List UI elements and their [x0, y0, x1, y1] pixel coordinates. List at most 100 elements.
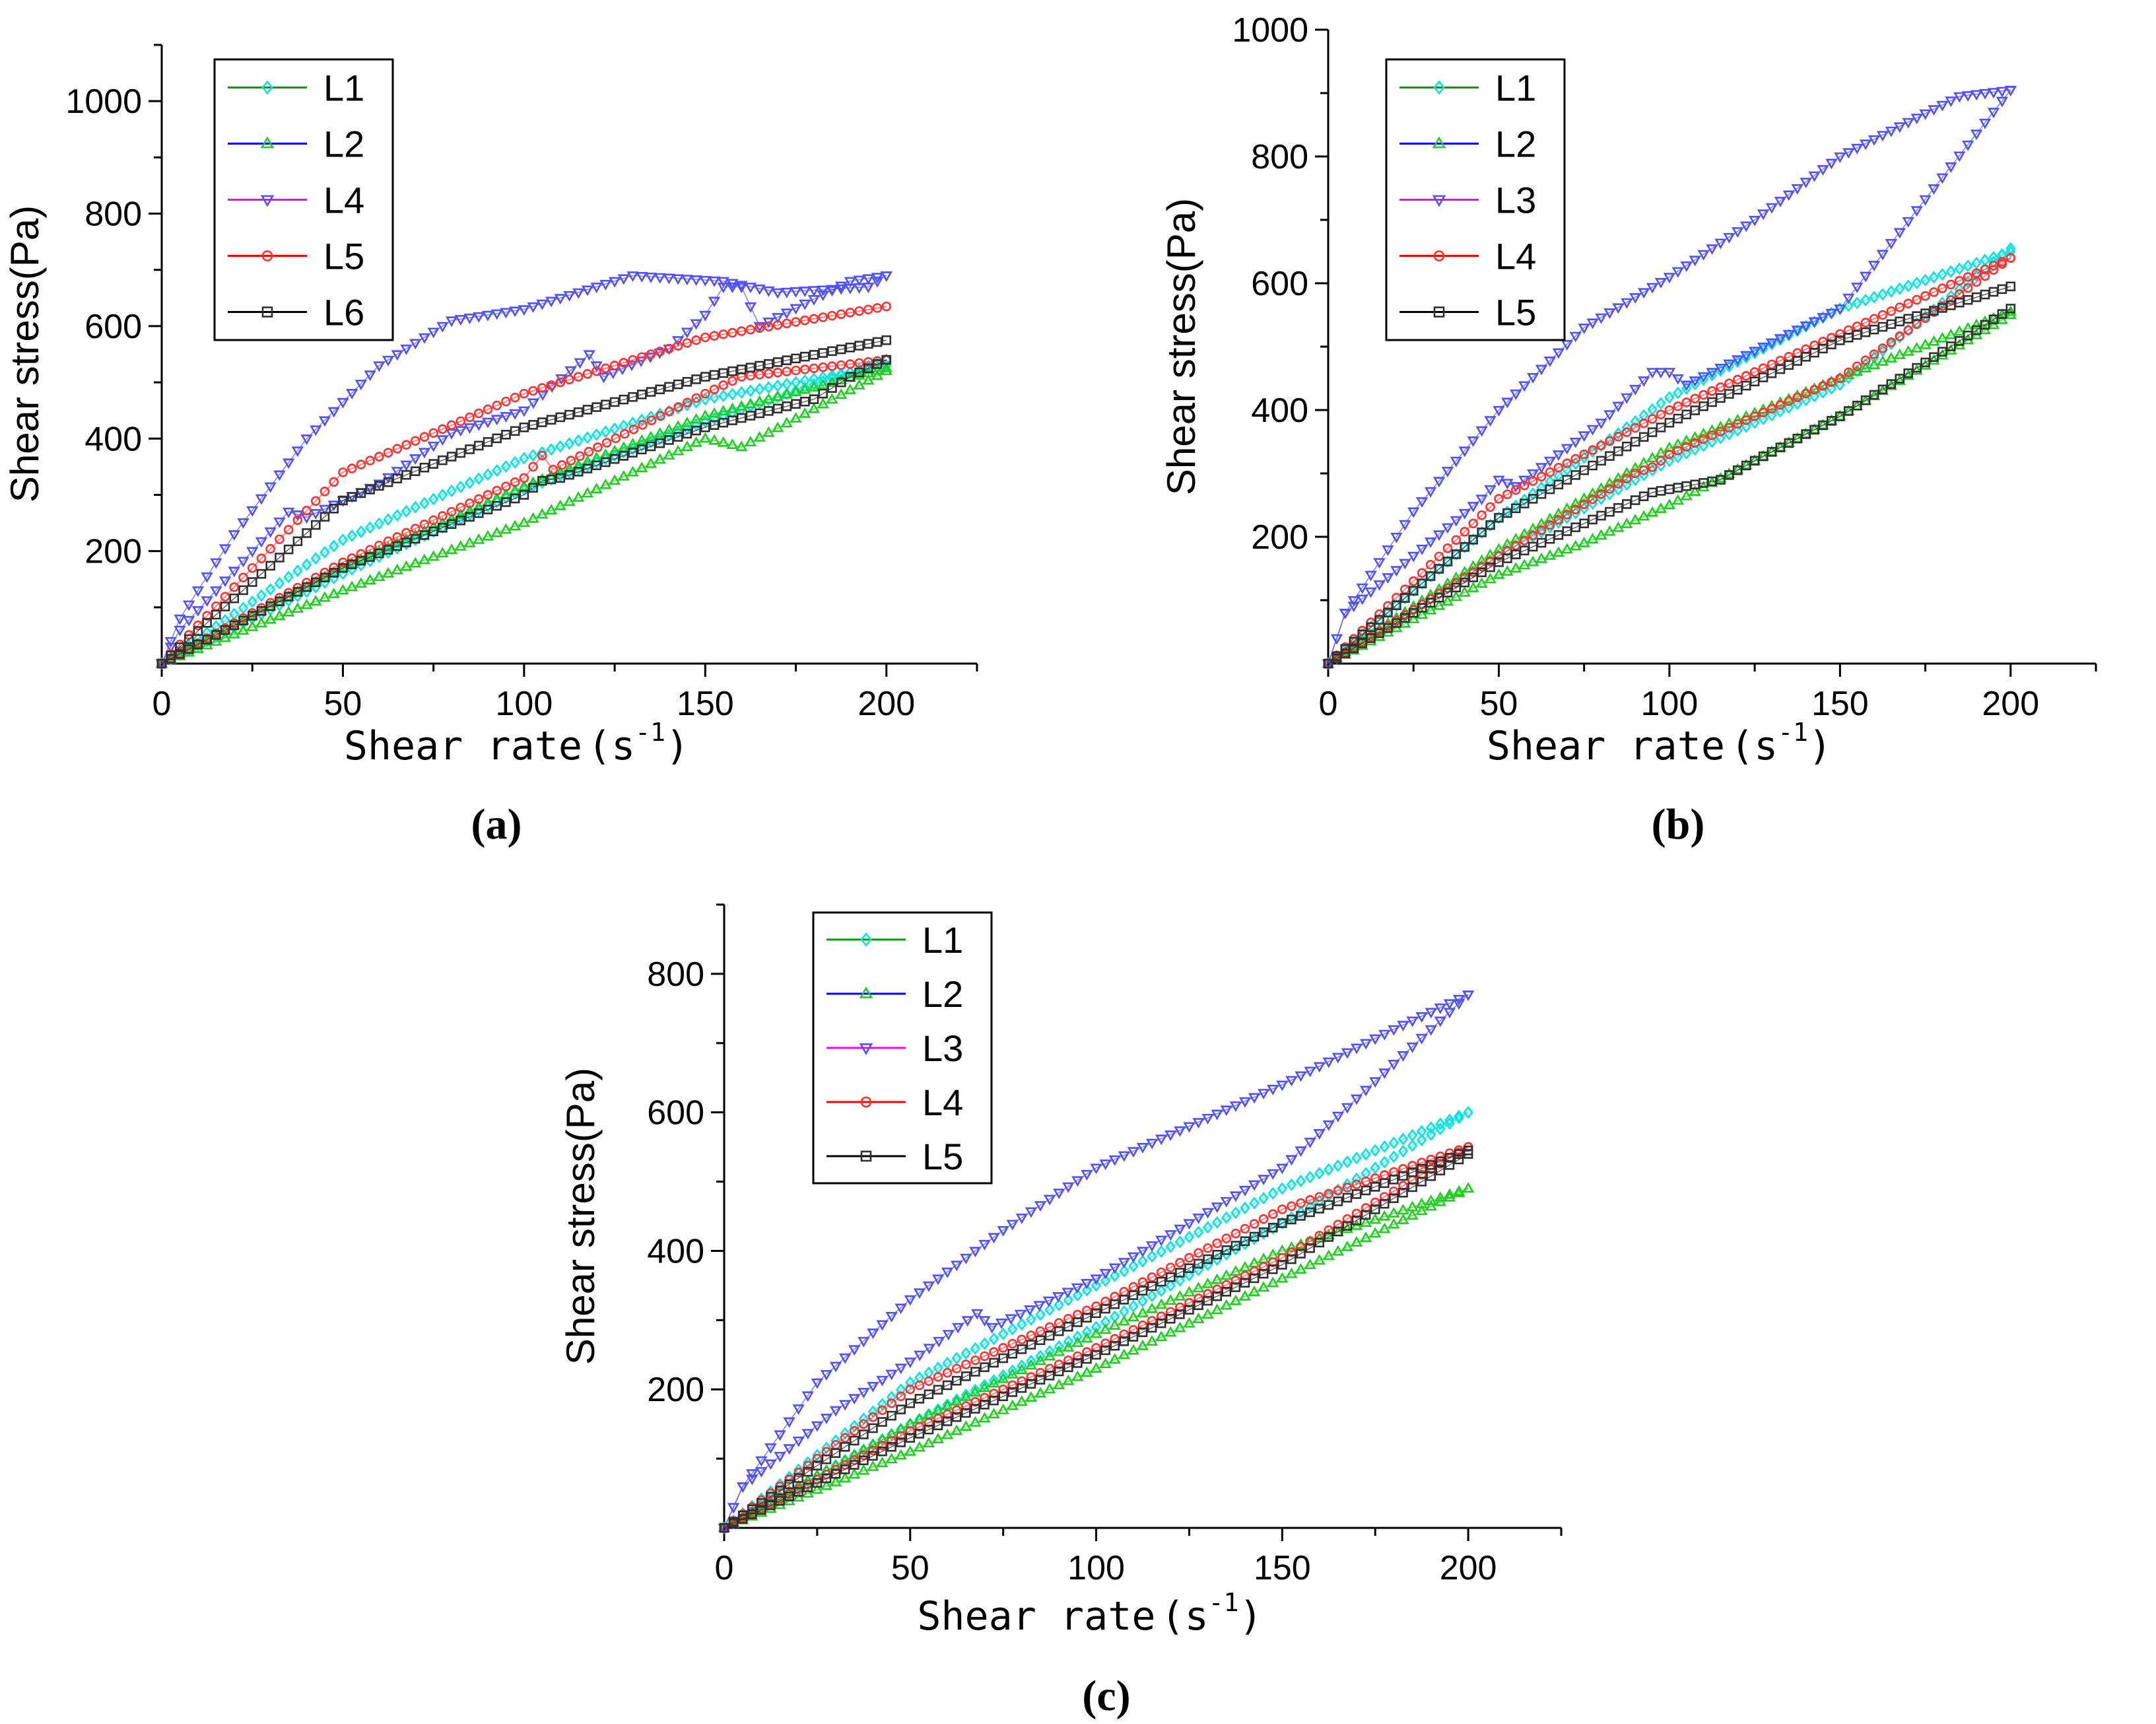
data-point [1017, 1318, 1027, 1331]
data-point [1212, 1291, 1223, 1301]
data-point [238, 572, 248, 582]
data-point [1706, 244, 1718, 256]
data-point [1603, 477, 1616, 488]
data-point [867, 1438, 879, 1449]
data-point [775, 1496, 785, 1506]
series-line-L3-up [1328, 89, 2011, 664]
data-point [858, 1388, 870, 1398]
data-point [849, 1426, 859, 1436]
data-point [1164, 1130, 1177, 1142]
data-point [1296, 1198, 1306, 1208]
data-point [492, 485, 502, 496]
data-point [1681, 442, 1692, 452]
data-point [291, 446, 304, 458]
data-point [961, 1408, 971, 1418]
data-point [755, 382, 765, 396]
data-point [1063, 1293, 1073, 1307]
data-point [1552, 507, 1565, 518]
data-point [365, 456, 375, 465]
data-point [264, 613, 277, 624]
data-point [941, 1267, 954, 1278]
data-point [1248, 1180, 1261, 1191]
data-point [791, 353, 801, 364]
data-point [1174, 1274, 1186, 1287]
data-point [1314, 1237, 1324, 1248]
y-tick-label: 800 [647, 955, 704, 994]
data-point [1238, 1097, 1252, 1108]
data-point [1467, 436, 1479, 447]
data-point [1406, 1209, 1419, 1220]
data-point [573, 407, 584, 417]
data-point [374, 517, 384, 530]
data-point [772, 403, 783, 414]
data-point [1071, 1176, 1084, 1187]
data-point [427, 550, 440, 561]
data-point [728, 1517, 739, 1527]
data-point [338, 467, 348, 477]
data-point [1689, 378, 1701, 391]
data-point [914, 1394, 925, 1404]
data-point [1475, 495, 1488, 506]
data-point [410, 524, 421, 534]
data-point [904, 1417, 916, 1428]
legend-label-L5: L5 [1495, 292, 1536, 333]
data-point [409, 339, 422, 350]
data-point [644, 457, 657, 468]
data-point [894, 1449, 907, 1460]
data-point [1175, 1309, 1185, 1319]
data-point [1400, 593, 1410, 603]
data-point [1501, 537, 1514, 549]
data-point [374, 481, 384, 491]
data-point [483, 404, 493, 415]
data-point [1276, 1272, 1289, 1283]
legend-label-L1: L1 [1495, 67, 1536, 109]
data-point [419, 497, 430, 510]
data-point [771, 390, 784, 401]
data-point [1903, 368, 1914, 378]
data-point [1034, 1201, 1047, 1212]
data-point [1203, 1289, 1213, 1299]
data-point [904, 1295, 916, 1306]
data-point [1184, 1268, 1195, 1282]
data-point [1834, 152, 1846, 163]
data-point [1025, 1391, 1038, 1402]
data-point [1528, 476, 1538, 486]
data-point [1333, 1159, 1343, 1173]
data-point [1356, 583, 1368, 594]
data-point [1006, 1367, 1019, 1379]
data-point [354, 553, 368, 564]
data-point [1108, 1319, 1121, 1330]
data-point [436, 547, 449, 558]
y-tick-label: 400 [84, 420, 142, 458]
data-point [1356, 594, 1368, 605]
data-point [1331, 1111, 1345, 1122]
data-point [1192, 1312, 1205, 1323]
data-point [784, 1470, 795, 1484]
data-point [628, 424, 639, 434]
data-point [1340, 644, 1351, 654]
data-point [1494, 512, 1504, 523]
data-point [1240, 1236, 1250, 1247]
data-point [764, 359, 774, 369]
data-point [1774, 197, 1787, 208]
data-point [726, 402, 739, 413]
data-point [1398, 1171, 1408, 1181]
data-point [211, 609, 221, 620]
data-point [839, 1353, 852, 1364]
data-point [960, 1390, 972, 1401]
data-point [681, 328, 694, 339]
data-point [609, 361, 620, 370]
data-point [1425, 571, 1436, 581]
data-point [1987, 88, 2000, 99]
data-point [887, 1441, 896, 1452]
data-point [564, 366, 577, 377]
data-point [923, 1344, 935, 1355]
data-point [1962, 91, 1974, 102]
data-point [1475, 577, 1488, 588]
data-point [673, 341, 683, 351]
data-point [1156, 1267, 1166, 1278]
data-point [1775, 405, 1786, 418]
data-point [1578, 324, 1590, 335]
data-point [220, 602, 230, 611]
